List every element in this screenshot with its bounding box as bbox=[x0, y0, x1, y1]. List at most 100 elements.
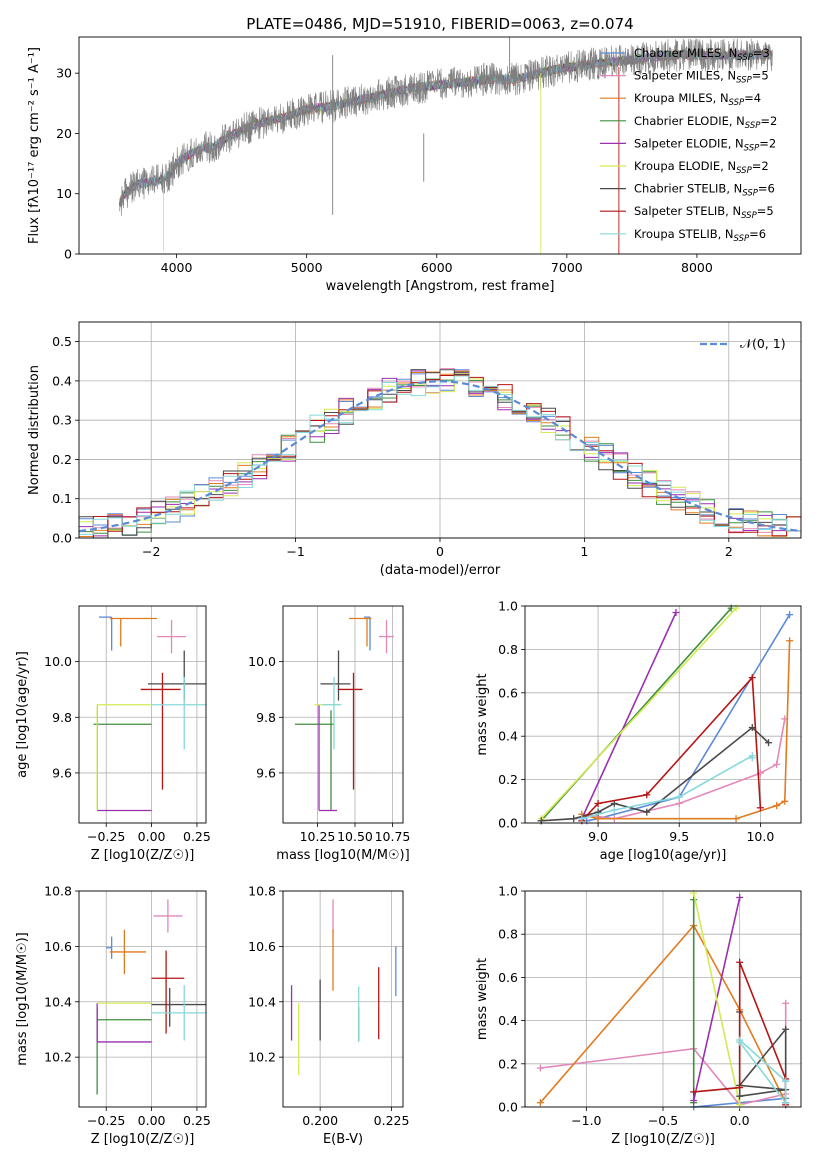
x-axis-label: mass [log10(M/M☉)] bbox=[276, 848, 409, 863]
series-line-chabrier_stelib bbox=[738, 1012, 787, 1103]
series-marker bbox=[765, 739, 773, 747]
series-marker bbox=[736, 893, 744, 901]
y-tick-label: 10.6 bbox=[44, 939, 72, 954]
x-tick-label: 8000 bbox=[681, 260, 713, 275]
series-marker bbox=[672, 609, 680, 617]
series-marker bbox=[781, 797, 789, 805]
y-tick-label: 0.6 bbox=[498, 970, 518, 985]
series-line-salpeter_elodie bbox=[581, 612, 677, 820]
legend-entry: Chabrier ELODIE, NSSP=2 bbox=[634, 114, 777, 131]
normal-curve bbox=[79, 380, 801, 533]
y-tick-label: 10.8 bbox=[248, 884, 276, 899]
series-marker bbox=[782, 999, 790, 1007]
y-tick-label: 0.8 bbox=[498, 927, 518, 942]
x-tick-label: 2 bbox=[725, 544, 733, 559]
massweight_vs_Z-series bbox=[536, 889, 790, 1111]
x-tick-label: −0.25 bbox=[87, 1113, 125, 1128]
errorbar-point-chabrier_stelib bbox=[151, 987, 206, 1027]
errorbar-point-chabrier_miles bbox=[106, 936, 113, 959]
series-line-kroupa_elodie bbox=[692, 893, 741, 1105]
series-line-chabrier_miles bbox=[586, 614, 791, 822]
x-tick-label: 0.00 bbox=[138, 1113, 166, 1128]
age_vs_mass-axes: 10.25 10.50 10.75 9.6 9.8 10.0 mass [log10(M/M… bbox=[248, 606, 410, 863]
series-line-kroupa_elodie bbox=[540, 607, 737, 820]
x-tick-label: 0.25 bbox=[183, 1113, 211, 1128]
legend-entry: Chabrier MILES, NSSP=3 bbox=[634, 46, 770, 63]
x-tick-label: −0.5 bbox=[648, 1113, 678, 1128]
axes-frame bbox=[78, 36, 802, 255]
spectrum-lines bbox=[118, 37, 773, 254]
histogram-lines bbox=[79, 368, 801, 538]
x-tick-label: 0.00 bbox=[138, 829, 166, 844]
y-tick-label: 10.4 bbox=[44, 994, 72, 1009]
y-tick-label: 9.6 bbox=[256, 765, 276, 780]
axes-frame bbox=[78, 890, 207, 1108]
spectrum-axes: 4000 5000 6000 7000 8000 0 10 20 30 wavelength [A… bbox=[27, 37, 777, 294]
series-marker bbox=[732, 815, 740, 823]
y-axis-label: age [log10(age/yr)] bbox=[15, 651, 30, 778]
x-tick-label: 0.25 bbox=[183, 829, 211, 844]
mass_vs_EBV-axes: 0.200 0.225 10.2 10.4 10.6 10.8 E(B-V) bbox=[248, 884, 409, 1148]
errorbar-point-kroupa_stelib bbox=[151, 676, 206, 750]
y-tick-label: 9.8 bbox=[256, 710, 276, 725]
y-tick-label: 0.2 bbox=[498, 772, 518, 787]
legend-entry: Kroupa STELIB, NSSP=6 bbox=[634, 227, 766, 244]
series-marker bbox=[610, 806, 618, 814]
errorbar-point-chabrier_miles bbox=[98, 616, 113, 651]
errorbar-point-chabrier_elodie bbox=[93, 710, 152, 811]
errorbar-point-kroupa_elodie bbox=[96, 704, 152, 811]
y-tick-label: 0.0 bbox=[498, 1100, 518, 1115]
x-tick-label: 0 bbox=[436, 544, 444, 559]
errorbar-point-kroupa_stelib bbox=[151, 985, 206, 1041]
axes-frame bbox=[524, 890, 802, 1108]
y-tick-label: 0.6 bbox=[498, 685, 518, 700]
series-marker bbox=[594, 815, 602, 823]
series-marker bbox=[736, 1084, 744, 1092]
y-tick-label: 10.8 bbox=[44, 884, 72, 899]
legend-entry: Kroupa ELODIE, NSSP=2 bbox=[634, 159, 769, 176]
series-marker bbox=[690, 1097, 698, 1105]
errorbar-point-kroupa_stelib bbox=[322, 676, 342, 750]
massweight_vs_Z-axes: −1.0 −0.5 0.0 0.0 0.2 0.4 0.6 0.8 1.0 Z [log10(Z/… bbox=[475, 884, 801, 1147]
age_vs_Z-points bbox=[93, 616, 206, 812]
errorbar-point-chabrier_elodie bbox=[96, 1008, 152, 1095]
age_vs_Z-axes: −0.25 0.00 0.25 9.6 9.8 10.0 Z [log10(Z/Z☉)] ag… bbox=[15, 606, 211, 863]
series-marker bbox=[782, 1099, 790, 1107]
x-tick-label: 10.25 bbox=[300, 829, 336, 844]
series-line-kroupa_stelib bbox=[739, 1039, 787, 1106]
y-tick-label: 0.5 bbox=[52, 334, 72, 349]
x-axis-label: age [log10(age/yr)] bbox=[600, 848, 727, 863]
series-marker bbox=[786, 611, 794, 619]
y-tick-label: 10 bbox=[56, 186, 72, 201]
errorbar-point-salpeter_stelib bbox=[140, 672, 181, 790]
x-axis-label: (data-model)/error bbox=[380, 563, 501, 578]
x-tick-label: 1 bbox=[580, 544, 588, 559]
massweight_vs_age-series bbox=[537, 604, 794, 825]
series-marker bbox=[748, 674, 756, 682]
legend-entry: Chabrier STELIB, NSSP=6 bbox=[634, 182, 775, 199]
series-marker bbox=[643, 791, 651, 799]
mass_vs_Z-points bbox=[96, 899, 206, 1095]
x-tick-label: 5000 bbox=[291, 260, 323, 275]
series-marker bbox=[690, 896, 698, 904]
x-tick-label: 9.0 bbox=[588, 829, 608, 844]
y-tick-label: 0.3 bbox=[52, 413, 72, 428]
errorbar-point-salpeter_miles bbox=[157, 619, 187, 654]
spectrum-legend: Chabrier MILES, NSSP=3 Salpeter MILES, NS… bbox=[600, 46, 777, 244]
series-marker bbox=[736, 1038, 744, 1046]
errorbar-point-salpeter_elodie bbox=[96, 704, 152, 812]
x-tick-label: 10.0 bbox=[746, 829, 774, 844]
x-axis-label: E(B-V) bbox=[323, 1132, 363, 1147]
x-tick-label: 0.0 bbox=[730, 1113, 750, 1128]
legend-entry: Kroupa MILES, NSSP=4 bbox=[634, 91, 761, 108]
y-tick-label: 0.2 bbox=[498, 1056, 518, 1071]
errorbar-point-salpeter_stelib bbox=[338, 672, 363, 790]
mass_vs_Z-axes: −0.25 0.00 0.25 10.2 10.4 10.6 10.8 Z [log10(Z/… bbox=[15, 884, 211, 1148]
y-tick-label: 10.6 bbox=[248, 939, 276, 954]
y-tick-label: 9.6 bbox=[52, 765, 72, 780]
series-marker bbox=[748, 754, 756, 762]
x-tick-label: −1.0 bbox=[571, 1113, 601, 1128]
y-tick-label: 9.8 bbox=[52, 710, 72, 725]
histogram-salpeter_stelib bbox=[79, 374, 801, 538]
series-marker bbox=[594, 799, 602, 807]
